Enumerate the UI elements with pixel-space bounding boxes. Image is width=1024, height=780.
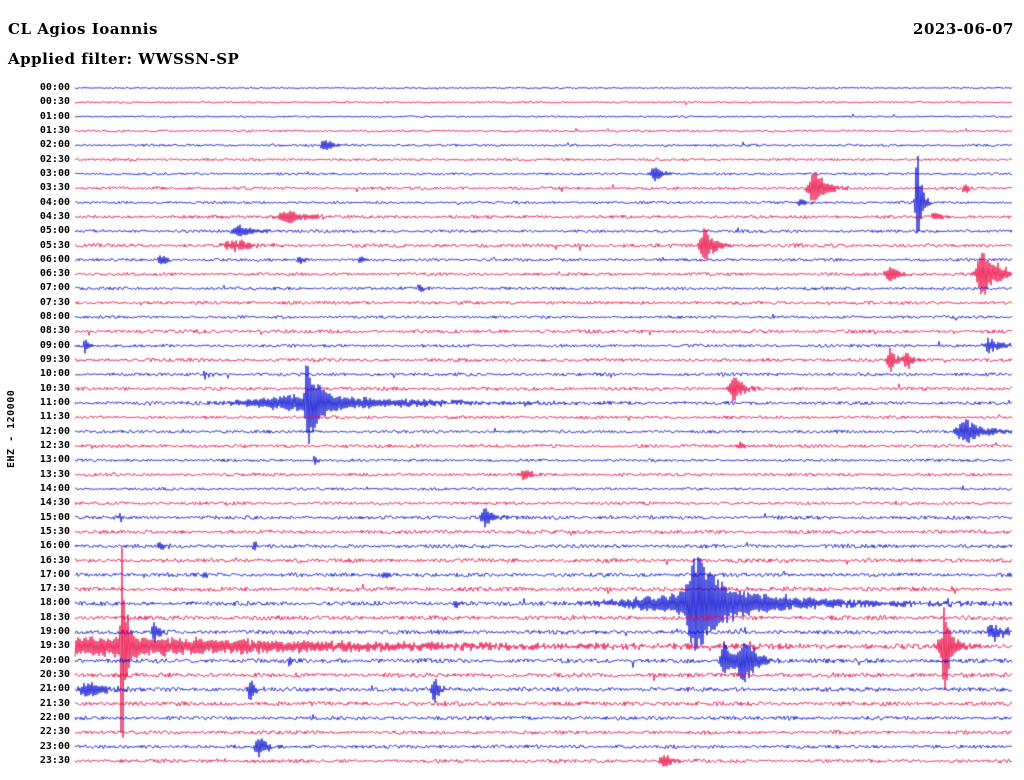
seismogram-canvas — [0, 0, 1024, 780]
helicorder-page: CL Agios Ioannis 2023-06-07 Applied filt… — [0, 0, 1024, 780]
